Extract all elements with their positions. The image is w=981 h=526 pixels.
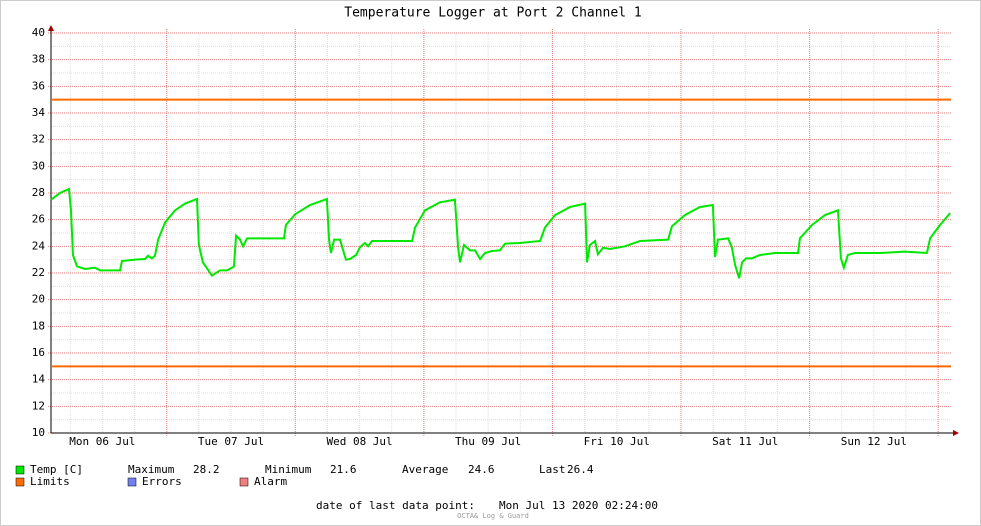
legend-swatch bbox=[127, 477, 137, 487]
y-tick-label: 20 bbox=[32, 293, 45, 306]
y-tick-label: 18 bbox=[32, 319, 45, 332]
y-tick-label: 34 bbox=[32, 106, 46, 119]
stat-label: Last bbox=[539, 463, 566, 476]
stat-value: 21.6 bbox=[330, 463, 357, 476]
y-tick-label: 16 bbox=[32, 346, 45, 359]
y-tick-label: 38 bbox=[32, 53, 45, 66]
watermark: OCTA& Log & Guard bbox=[457, 512, 529, 520]
y-tick-label: 40 bbox=[32, 26, 45, 39]
axis-arrow bbox=[953, 430, 959, 436]
y-tick-label: 28 bbox=[32, 186, 45, 199]
last-point-label: date of last data point: bbox=[316, 499, 475, 512]
y-tick-label: 26 bbox=[32, 213, 45, 226]
legend-swatch bbox=[239, 477, 249, 487]
stat-label: Average bbox=[402, 463, 448, 476]
legend-label: Temp [C] bbox=[30, 463, 83, 476]
x-tick-label: Sat 11 Jul bbox=[712, 435, 778, 448]
x-tick-label: Thu 09 Jul bbox=[455, 435, 521, 448]
x-tick-label: Sun 12 Jul bbox=[841, 435, 907, 448]
legend-swatch bbox=[15, 477, 25, 487]
axis-arrow bbox=[48, 25, 54, 31]
series-line bbox=[50, 187, 951, 279]
legend-label: Alarm bbox=[254, 475, 287, 488]
y-tick-label: 12 bbox=[32, 399, 45, 412]
legend-label: Errors bbox=[142, 475, 182, 488]
x-tick-label: Wed 08 Jul bbox=[326, 435, 392, 448]
stat-value: 24.6 bbox=[468, 463, 495, 476]
y-tick-label: 24 bbox=[32, 239, 46, 252]
y-tick-label: 22 bbox=[32, 266, 45, 279]
y-tick-label: 32 bbox=[32, 133, 45, 146]
y-tick-label: 10 bbox=[32, 426, 45, 439]
y-tick-label: 14 bbox=[32, 373, 46, 386]
stat-label: Minimum bbox=[265, 463, 312, 476]
stat-label: Maximum bbox=[128, 463, 175, 476]
y-tick-label: 36 bbox=[32, 79, 45, 92]
chart-title: Temperature Logger at Port 2 Channel 1 bbox=[344, 6, 641, 21]
stat-value: 26.4 bbox=[567, 463, 594, 476]
y-tick-label: 30 bbox=[32, 159, 45, 172]
legend-swatch bbox=[15, 465, 25, 475]
x-tick-label: Fri 10 Jul bbox=[584, 435, 650, 448]
x-tick-label: Mon 06 Jul bbox=[69, 435, 135, 448]
last-point: Mon Jul 13 2020 02:24:00 bbox=[499, 499, 658, 512]
stat-value: 28.2 bbox=[193, 463, 220, 476]
legend-label: Limits bbox=[30, 475, 70, 488]
x-tick-label: Tue 07 Jul bbox=[198, 435, 264, 448]
